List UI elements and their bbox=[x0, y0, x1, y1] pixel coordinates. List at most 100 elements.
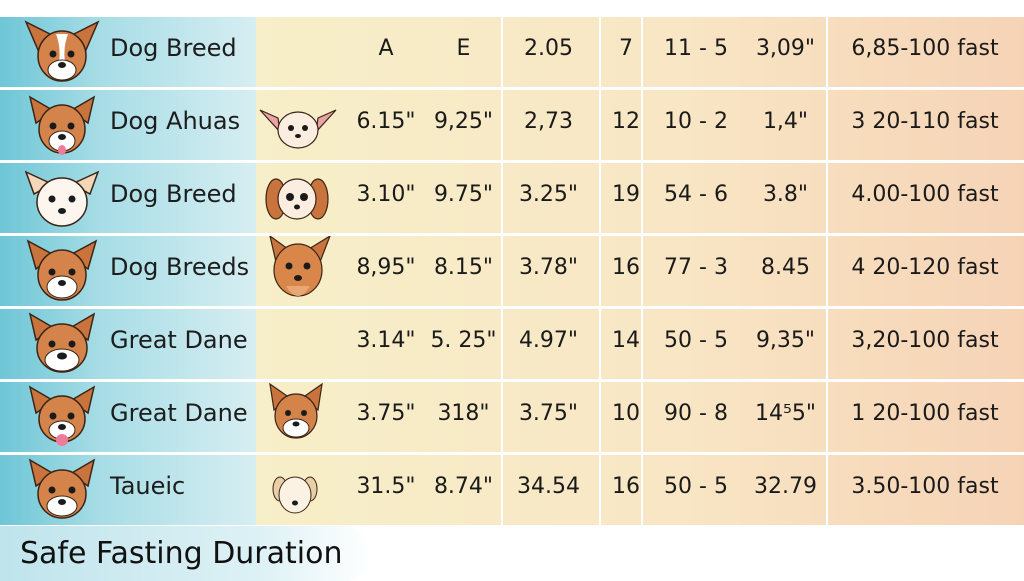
dog-head-icon bbox=[28, 312, 96, 373]
fast-range: 4 20-120 fast bbox=[851, 255, 999, 280]
breed-name: Dog Breeds bbox=[110, 253, 250, 281]
table-row: Taueic 31.5" 8.74" 34.54 16 50 - 5 32.79… bbox=[0, 455, 1024, 525]
cell-4: 7 bbox=[619, 36, 633, 61]
column-divider bbox=[641, 90, 643, 160]
data-cells: 3.14" 5. 25" 4.97" 14 50 - 5 9,35" 3,20-… bbox=[256, 309, 1024, 379]
breed-name: Dog Ahuas bbox=[110, 107, 241, 135]
cell-4: 14 bbox=[612, 328, 640, 353]
column-divider bbox=[599, 455, 601, 525]
breed-table: Dog Breed A E 2.05 7 11 - 5 3,09" 6,85-1… bbox=[0, 17, 1024, 525]
breed-name: Great Dane bbox=[110, 326, 248, 354]
table-row: Dog Breeds 8,95" 8.15" 3.78" 16 77 - 3 8… bbox=[0, 236, 1024, 306]
fast-range: 1 20-100 fast bbox=[851, 401, 999, 426]
cell-e: 9,25" bbox=[433, 109, 494, 134]
cell-e: 5. 25" bbox=[430, 328, 497, 353]
dog-head-icon bbox=[24, 20, 100, 82]
data-cells: 3.10" 9.75" 3.25" 19 54 - 6 3.8" 4.00-10… bbox=[256, 163, 1024, 233]
footer-title: Safe Fasting Duration bbox=[20, 536, 343, 571]
cell-5: 11 - 5 bbox=[664, 36, 728, 61]
column-divider bbox=[501, 309, 503, 379]
dog-head-icon bbox=[28, 385, 96, 446]
table-row: Dog Ahuas 6.15" 9,25" 2,73 12 10 - 2 1,4… bbox=[0, 90, 1024, 160]
cell-3: 3.78" bbox=[518, 255, 579, 280]
column-divider bbox=[599, 309, 601, 379]
cell-5: 54 - 6 bbox=[664, 182, 728, 207]
column-divider bbox=[826, 17, 828, 87]
cell-a: 3.10" bbox=[356, 182, 416, 207]
cell-4: 10 bbox=[612, 401, 640, 426]
fast-range: 4.00-100 fast bbox=[851, 182, 999, 207]
cell-3: 2.05 bbox=[524, 36, 573, 61]
column-divider bbox=[501, 455, 503, 525]
cell-4: 12 bbox=[612, 109, 640, 134]
dog-head-icon bbox=[28, 95, 96, 155]
breed-cell: Dog Breed bbox=[0, 17, 256, 87]
cell-a: A bbox=[378, 36, 394, 61]
column-divider bbox=[599, 163, 601, 233]
breed-name: Great Dane bbox=[110, 399, 248, 427]
cell-4: 16 bbox=[612, 474, 640, 499]
fast-range: 3,20-100 fast bbox=[851, 328, 999, 353]
cell-5: 77 - 3 bbox=[664, 255, 728, 280]
column-divider bbox=[641, 17, 643, 87]
cell-a: 3.75" bbox=[356, 401, 416, 426]
column-divider bbox=[501, 236, 503, 306]
data-cells: 8,95" 8.15" 3.78" 16 77 - 3 8.45 4 20-12… bbox=[256, 236, 1024, 306]
cell-5: 50 - 5 bbox=[664, 328, 728, 353]
column-divider bbox=[826, 236, 828, 306]
breed-name: Dog Breed bbox=[110, 34, 237, 62]
column-divider bbox=[501, 382, 503, 452]
column-divider bbox=[826, 455, 828, 525]
cell-a: 8,95" bbox=[356, 255, 416, 280]
cell-3: 3.25" bbox=[518, 182, 579, 207]
cell-6: 32.79 bbox=[754, 474, 817, 499]
breed-cell: Dog Ahuas bbox=[0, 90, 256, 160]
column-divider bbox=[826, 90, 828, 160]
column-divider bbox=[641, 309, 643, 379]
cell-6: 9,35" bbox=[755, 328, 816, 353]
puppy-icon bbox=[272, 476, 318, 514]
table-row: Great Dane 3.75" 318" 3.75" 10 90 - 8 14… bbox=[0, 382, 1024, 452]
footer-banner: Safe Fasting Duration bbox=[0, 526, 370, 581]
breed-name: Dog Breed bbox=[110, 180, 237, 208]
cell-6: 3.8" bbox=[762, 182, 809, 207]
fast-range: 3 20-110 fast bbox=[851, 109, 999, 134]
breed-name: Taueic bbox=[110, 472, 186, 500]
cell-3: 4.97" bbox=[518, 328, 579, 353]
fast-range: 3.50-100 fast bbox=[851, 474, 999, 499]
column-divider bbox=[826, 163, 828, 233]
cell-e: 8.15" bbox=[433, 255, 494, 280]
column-divider bbox=[641, 382, 643, 452]
cell-3: 2,73 bbox=[524, 109, 573, 134]
column-divider bbox=[599, 90, 601, 160]
cell-e: E bbox=[456, 36, 471, 61]
cell-3: 34.54 bbox=[517, 474, 580, 499]
column-divider bbox=[826, 382, 828, 452]
cell-5: 90 - 8 bbox=[664, 401, 728, 426]
data-cells: A E 2.05 7 11 - 5 3,09" 6,85-100 fast bbox=[256, 17, 1024, 87]
cell-e: 318" bbox=[437, 401, 490, 426]
breed-cell: Dog Breed bbox=[0, 163, 256, 233]
column-divider bbox=[599, 236, 601, 306]
cell-4: 19 bbox=[612, 182, 640, 207]
breed-cell: Taueic bbox=[0, 455, 256, 525]
breed-cell: Dog Breeds bbox=[0, 236, 256, 306]
cell-6: 8.45 bbox=[761, 255, 810, 280]
cell-6: 1,4" bbox=[762, 109, 809, 134]
spaniel-icon bbox=[265, 178, 329, 220]
cell-a: 6.15" bbox=[356, 109, 416, 134]
cell-e: 8.74" bbox=[433, 474, 494, 499]
cell-a: 31.5" bbox=[356, 474, 416, 499]
cell-6: 14⁵5" bbox=[755, 401, 816, 426]
column-divider bbox=[599, 17, 601, 87]
table-row: Dog Breed A E 2.05 7 11 - 5 3,09" 6,85-1… bbox=[0, 17, 1024, 87]
cell-4: 16 bbox=[612, 255, 640, 280]
terrier-icon bbox=[269, 382, 323, 439]
cell-3: 3.75" bbox=[518, 401, 579, 426]
table-row: Dog Breed 3.10" 9.75" 3.25" 19 54 - 6 3.… bbox=[0, 163, 1024, 233]
column-divider bbox=[641, 236, 643, 306]
dog-head-icon bbox=[26, 239, 98, 301]
collie-icon bbox=[269, 236, 331, 297]
data-cells: 6.15" 9,25" 2,73 12 10 - 2 1,4" 3 20-110… bbox=[256, 90, 1024, 160]
column-divider bbox=[599, 382, 601, 452]
